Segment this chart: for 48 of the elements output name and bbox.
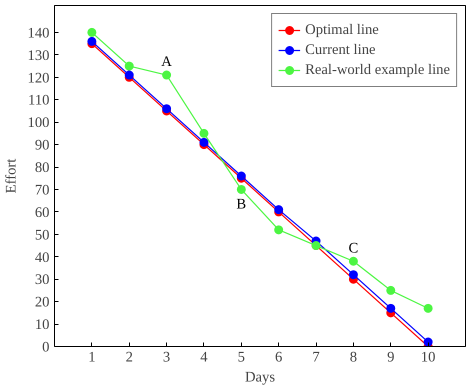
legend-label: Real-world example line xyxy=(305,62,450,78)
y-tick-label: 20 xyxy=(34,294,50,311)
y-tick-label: 30 xyxy=(34,272,50,288)
y-tick-label: 140 xyxy=(28,25,50,42)
point xyxy=(386,286,396,295)
y-tick-label: 90 xyxy=(34,138,50,154)
y-axis-title: Effort xyxy=(4,158,20,194)
point xyxy=(424,338,433,346)
y-tick-label: 50 xyxy=(34,227,50,244)
point xyxy=(348,270,358,280)
point xyxy=(236,172,246,180)
legend-label: Optimal line xyxy=(305,22,379,38)
y-tick-label: 40 xyxy=(34,250,50,266)
x-tick-label: 1 xyxy=(88,350,96,366)
point xyxy=(236,184,246,194)
x-tick-label: 4 xyxy=(200,350,208,366)
x-tick-label: 2 xyxy=(126,350,133,366)
annotation: A xyxy=(161,54,172,70)
point xyxy=(199,128,208,138)
x-tick-label: 8 xyxy=(350,350,358,366)
x-tick-label: 3 xyxy=(162,350,170,366)
point xyxy=(274,225,284,234)
point xyxy=(87,36,96,46)
y-tick-label: 130 xyxy=(28,48,50,64)
x-tick-label: 5 xyxy=(238,350,245,366)
annotation: C xyxy=(348,240,358,256)
y-tick-label: 100 xyxy=(28,115,50,132)
point xyxy=(199,138,208,147)
y-tick-label: 70 xyxy=(34,182,50,198)
point xyxy=(87,28,96,37)
y-tick-label: 120 xyxy=(28,70,50,86)
y-tick-label: 10 xyxy=(34,317,50,334)
y-tick-label: 110 xyxy=(28,92,50,109)
legend-label: Current line xyxy=(305,42,376,58)
point xyxy=(162,70,172,80)
x-tick-label: 9 xyxy=(387,350,394,366)
point xyxy=(348,256,358,266)
point xyxy=(386,304,396,313)
x-tick-label: 10 xyxy=(420,350,436,366)
point xyxy=(424,304,433,313)
y-tick-label: 80 xyxy=(34,160,50,176)
annotation: B xyxy=(236,196,246,212)
y-tick-label: 0 xyxy=(42,340,50,356)
x-axis-title: Days xyxy=(244,370,276,386)
y-tick-label: 60 xyxy=(34,204,50,221)
x-tick-label: 7 xyxy=(312,350,320,366)
point xyxy=(124,62,134,71)
x-tick-label: 6 xyxy=(275,350,282,366)
